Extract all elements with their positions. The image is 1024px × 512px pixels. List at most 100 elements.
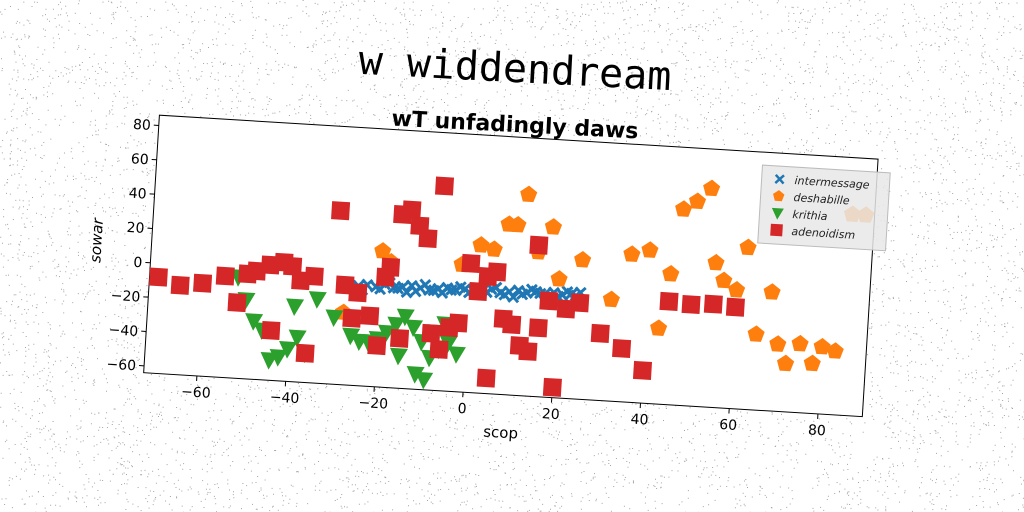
data-point-adenoidism <box>261 320 281 341</box>
legend-label-krithia: krithia <box>792 208 828 223</box>
data-point-intermessage <box>516 287 529 301</box>
x-tick-label: −40 <box>269 389 299 407</box>
data-point-intermessage <box>418 278 432 292</box>
data-point-deshabille <box>728 281 746 298</box>
x-tick-label: 40 <box>630 412 649 429</box>
data-point-krithia <box>288 329 307 348</box>
legend-box <box>757 164 891 252</box>
x-tick-label: −20 <box>358 395 388 413</box>
x-tick-label: 20 <box>541 406 560 423</box>
data-point-deshabille <box>550 270 568 287</box>
data-point-deshabille <box>803 354 821 372</box>
data-point-deshabille <box>650 319 668 336</box>
data-point-adenoidism <box>590 323 610 343</box>
data-point-deshabille <box>747 325 765 342</box>
data-point-adenoidism <box>331 201 351 221</box>
data-point-adenoidism <box>448 313 468 333</box>
data-point-adenoidism <box>632 360 653 380</box>
data-point-deshabille <box>776 354 795 372</box>
x-tick-label: −60 <box>181 384 211 402</box>
data-point-deshabille <box>472 236 490 253</box>
data-point-krithia <box>405 319 424 338</box>
axis-ticks: −60 −40 −20 0 20 40 60 80 −60 −40 −20 0 20 40 60 80 <box>106 117 827 440</box>
y-tick-label: −40 <box>108 322 138 340</box>
data-point-adenoidism <box>429 339 449 359</box>
data-point-krithia <box>439 335 458 353</box>
data-point-krithia <box>286 298 305 316</box>
data-point-adenoidism <box>360 306 380 326</box>
data-marks <box>148 176 875 397</box>
plot-area: −60 −40 −20 0 20 40 60 80 −60 −40 −20 0 20 40 60 80 sco… <box>86 114 891 443</box>
y-tick-label: 80 <box>132 117 151 134</box>
data-point-intermessage <box>507 290 520 304</box>
x-axis-label: scop <box>483 423 519 443</box>
data-point-deshabille <box>485 240 503 257</box>
y-tick-label: 40 <box>128 186 147 203</box>
data-point-adenoidism <box>295 343 315 363</box>
x-tick-label: 0 <box>457 401 467 418</box>
chart-title: w widdendream <box>358 38 673 100</box>
legend-marker-deshabille <box>773 190 785 202</box>
data-point-krithia <box>350 333 369 351</box>
data-point-krithia <box>415 371 434 390</box>
data-point-adenoidism <box>539 291 559 311</box>
x-tick-label: 80 <box>808 422 827 439</box>
data-point-adenoidism <box>421 323 441 343</box>
data-point-adenoidism <box>304 266 324 286</box>
data-point-adenoidism <box>402 200 422 220</box>
y-tick-label: 60 <box>130 151 149 168</box>
data-point-deshabille <box>544 218 563 235</box>
data-point-adenoidism <box>342 308 362 328</box>
legend-label-intermessage: intermessage <box>794 174 870 192</box>
y-tick-label: −60 <box>106 357 136 375</box>
data-point-deshabille <box>689 192 707 210</box>
legend-label-adenoidism: adenoidism <box>791 225 855 242</box>
series-deshabille <box>334 179 875 372</box>
legend-marker-adenoidism <box>770 223 783 237</box>
data-point-adenoidism <box>193 273 213 293</box>
data-point-deshabille <box>509 215 527 233</box>
data-point-deshabille <box>715 271 733 289</box>
legend-marker-intermessage <box>774 173 785 185</box>
data-point-krithia <box>447 346 466 364</box>
data-point-krithia <box>342 327 361 346</box>
data-point-deshabille <box>574 250 592 268</box>
data-point-intermessage <box>427 284 440 297</box>
data-point-adenoidism <box>390 328 410 348</box>
data-point-krithia <box>396 308 415 327</box>
data-point-intermessage <box>454 280 467 294</box>
data-point-deshabille <box>826 342 844 359</box>
data-point-adenoidism <box>418 228 438 248</box>
data-point-adenoidism <box>528 318 548 338</box>
data-point-deshabille <box>703 179 721 197</box>
data-point-adenoidism <box>434 176 455 196</box>
y-tick-label: −20 <box>110 288 140 306</box>
data-point-intermessage <box>391 282 405 295</box>
data-point-adenoidism <box>227 293 247 313</box>
data-point-deshabille <box>623 245 641 262</box>
data-point-intermessage <box>525 283 538 296</box>
data-point-krithia <box>389 347 408 366</box>
data-point-intermessage <box>409 284 423 298</box>
data-point-krithia <box>245 313 264 331</box>
data-point-intermessage <box>400 286 414 299</box>
data-point-deshabille <box>641 241 659 258</box>
data-point-krithia <box>325 309 344 328</box>
data-point-krithia <box>406 366 425 384</box>
data-point-adenoidism <box>570 293 590 313</box>
data-point-adenoidism <box>487 262 507 282</box>
data-point-deshabille <box>602 290 620 308</box>
x-tick-label: 60 <box>719 417 738 434</box>
y-tick-label: 0 <box>133 255 143 272</box>
data-point-deshabille <box>662 264 680 282</box>
data-point-krithia <box>387 316 406 335</box>
data-point-adenoidism <box>612 338 632 359</box>
data-point-deshabille <box>813 337 831 355</box>
data-point-adenoidism <box>348 283 368 303</box>
data-point-krithia <box>279 341 298 359</box>
data-point-krithia <box>308 291 327 309</box>
data-point-adenoidism <box>681 294 701 315</box>
data-point-intermessage <box>445 283 458 297</box>
